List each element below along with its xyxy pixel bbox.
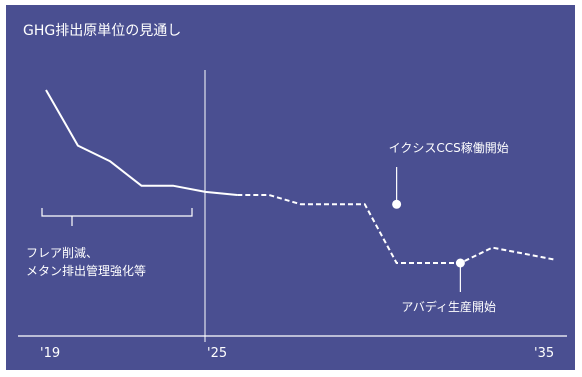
annotation-label-flare-line: フレア削減、 [26,245,98,260]
annotation-label-flare-line: メタン排出管理強化等 [26,263,146,278]
annotation-marker-abadi [455,258,465,268]
chart-svg: GHG排出原単位の見通し '19 '25 '35 イクシスCCS稼働開始アバディ生産… [18,23,567,361]
chart-title: GHG排出原単位の見通し [23,23,181,39]
x-tick-label: '35 [534,346,554,361]
x-tick-label: '25 [207,346,227,361]
x-ticks: '19 '25 '35 [40,346,554,361]
series-layer [45,89,557,264]
annotation-label-ccs: イクシスCCS稼働開始 [389,140,509,155]
series-line-dashed [237,194,557,264]
annotation-marker-ccs [392,199,402,209]
series-line-solid [45,89,238,196]
annotation-label-abadi: アバディ生産開始 [401,299,496,314]
bracket-flare-reduction [41,208,193,226]
chart-panel: GHG排出原単位の見通し '19 '25 '35 イクシスCCS稼働開始 アバディ生産… [6,5,575,370]
x-tick-label: '19 [40,346,60,361]
